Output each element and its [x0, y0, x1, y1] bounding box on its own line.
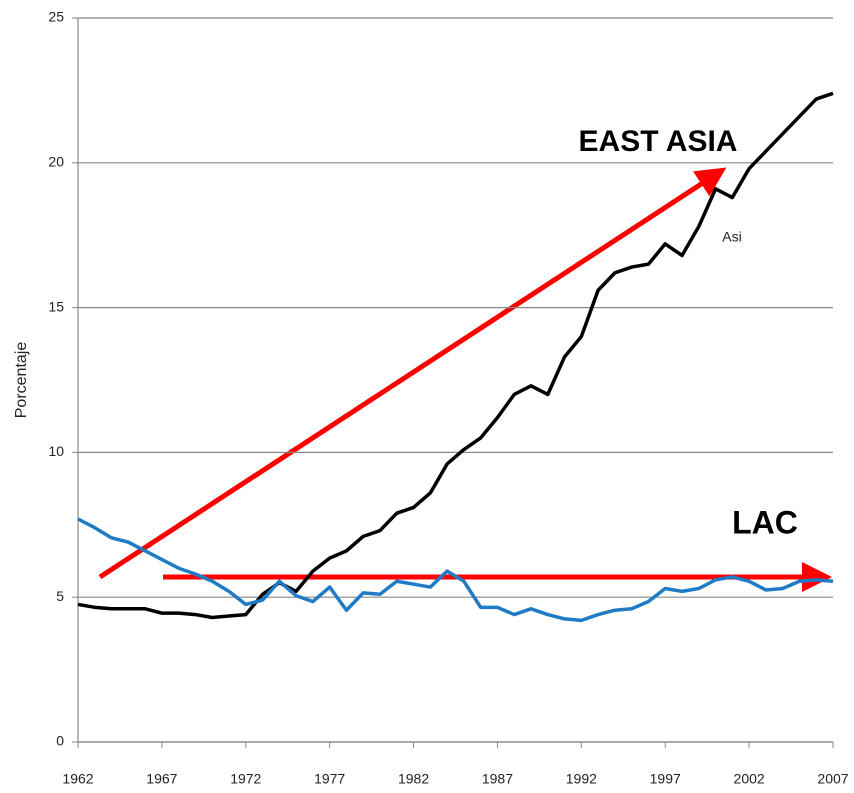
arrow — [98, 167, 727, 580]
x-tick-label: 1987 — [482, 771, 513, 787]
data-line — [77, 517, 834, 623]
y-tick-label: 25 — [48, 9, 64, 25]
x-tick-label: 1977 — [314, 771, 345, 787]
x-tick-label: 1967 — [146, 771, 177, 787]
y-tick-label: 5 — [56, 588, 64, 604]
x-tick-label: 1982 — [398, 771, 429, 787]
x-tick-label: 1997 — [650, 771, 681, 787]
x-tick-label: 2007 — [817, 771, 848, 787]
y-tick-label: 10 — [48, 443, 64, 459]
x-tick-label: 1992 — [566, 771, 597, 787]
x-tick-label: 1962 — [62, 771, 93, 787]
x-tick-label: 2002 — [734, 771, 765, 787]
annotation: LAC — [732, 504, 798, 540]
y-tick-label: 15 — [48, 298, 64, 314]
annotation: EAST ASIA — [579, 125, 738, 158]
y-tick-label: 0 — [56, 733, 64, 749]
data-line — [77, 91, 834, 620]
y-axis-label: Porcentaje — [13, 342, 30, 419]
x-tick-label: 1972 — [230, 771, 261, 787]
series-label: Asi — [722, 229, 741, 245]
y-tick-label: 20 — [48, 154, 64, 170]
